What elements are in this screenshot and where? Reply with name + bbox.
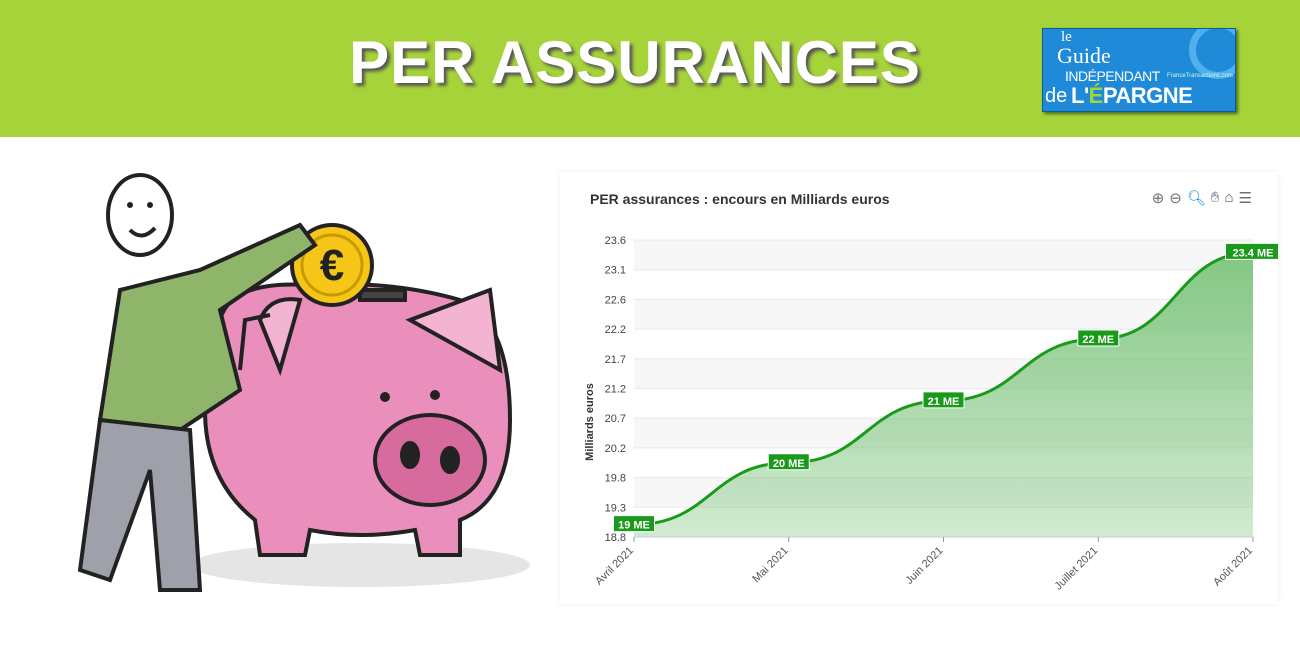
grid-band <box>634 240 1253 270</box>
guide-epargne-logo[interactable]: le Guide INDÉPENDANT FranceTransactions.… <box>1042 28 1236 112</box>
logo-tagline: FranceTransactions.com <box>1167 73 1233 79</box>
data-label: 21 ME <box>928 396 960 408</box>
x-tick-label: Avril 2021 <box>593 545 636 588</box>
y-tick-label: 20.2 <box>605 443 626 455</box>
logo-text: INDÉPENDANT <box>1065 68 1160 84</box>
logo-ring <box>1189 29 1235 79</box>
y-tick-label: 20.7 <box>605 413 626 425</box>
home-icon[interactable]: ⌂ <box>1224 189 1234 206</box>
data-label-box <box>613 515 655 533</box>
y-tick-label: 22.2 <box>605 324 626 336</box>
y-tick-label: 23.1 <box>605 265 626 277</box>
y-tick-label: 18.8 <box>605 532 626 544</box>
x-tick-label: Juin 2021 <box>903 545 945 587</box>
data-label: 19 ME <box>618 520 650 532</box>
data-label-box <box>1225 242 1278 260</box>
svg-text:€: € <box>320 241 344 290</box>
area-chart: 18.8 19.3 19.8 20.2 20.7 21.2 21.7 22.2 22.6 23.1… <box>593 235 1278 593</box>
logo-text: le <box>1061 29 1072 45</box>
x-tick-label: Mai 2021 <box>750 545 790 585</box>
data-label-box <box>767 453 810 471</box>
data-label: 23.4 ME <box>1233 247 1274 259</box>
stick-person <box>77 173 318 592</box>
zoom-in-icon[interactable]: ⊕ <box>1151 190 1165 207</box>
pig-eye <box>380 392 390 402</box>
logo-text: de <box>1045 85 1068 107</box>
pig-eye <box>430 390 440 400</box>
chart-title: PER assurances : encours en Milliards eu… <box>590 191 890 207</box>
data-label: 22 ME <box>1082 334 1114 346</box>
x-tick-label: Août 2021 <box>1211 545 1255 589</box>
zoom-select-icon[interactable]: 🔍︎ <box>1186 190 1206 207</box>
chart-panel: PER assurances : encours en Milliards eu… <box>560 172 1278 604</box>
y-tick-label: 19.3 <box>605 502 626 514</box>
pig <box>202 282 513 557</box>
header-banner: PER ASSURANCES le Guide INDÉPENDANT Fran… <box>0 0 1300 137</box>
y-tick-label: 21.2 <box>605 384 626 396</box>
zoom-out-icon[interactable]: ⊖ <box>1169 190 1182 207</box>
data-label: 20 ME <box>773 458 805 470</box>
chart-toolbar: ⊕ ⊖ 🔍︎ ✋︎ ⌂ ☰ <box>1152 189 1252 207</box>
logo-text: L'ÉPARGNE <box>1071 83 1193 108</box>
y-tick-label: 21.7 <box>605 354 626 366</box>
y-tick-label: 22.6 <box>605 294 626 306</box>
piggy-bank-illustration: € <box>77 173 530 592</box>
pan-icon[interactable]: ✋︎ <box>1210 189 1220 206</box>
y-tick-label: 19.8 <box>605 473 626 485</box>
data-label-box <box>1077 329 1120 347</box>
menu-icon[interactable]: ☰ <box>1238 190 1252 207</box>
logo-text: Guide <box>1057 43 1111 68</box>
x-tick-label: Juillet 2021 <box>1053 545 1101 593</box>
data-label-box <box>922 391 965 409</box>
page-title: PER ASSURANCES <box>349 29 921 96</box>
y-tick-label: 23.6 <box>605 235 626 247</box>
